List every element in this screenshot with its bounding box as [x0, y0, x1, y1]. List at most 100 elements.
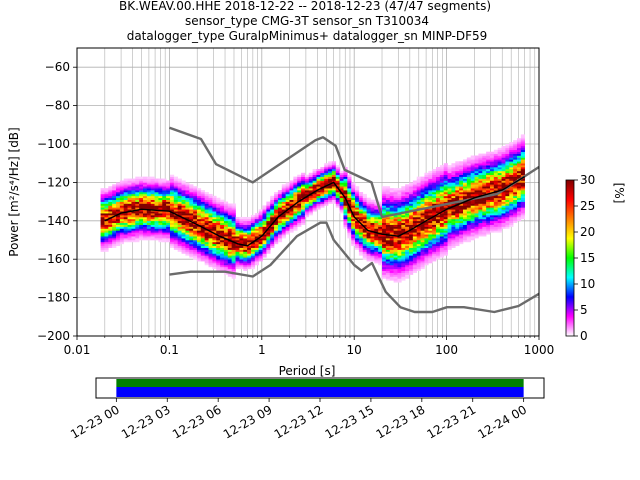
- heatmap-cell: [516, 159, 522, 162]
- heatmap-cell: [185, 186, 190, 189]
- heatmap-cell: [112, 192, 117, 195]
- heatmap-cell: [262, 228, 267, 231]
- heatmap-cell: [420, 263, 425, 266]
- heatmap-cell: [443, 215, 448, 218]
- heatmap-cell: [505, 190, 510, 193]
- heatmap-cell: [497, 203, 502, 206]
- heatmap-cell: [351, 188, 356, 191]
- heatmap-cell: [443, 245, 448, 248]
- heatmap-cell: [416, 176, 421, 179]
- heatmap-cell: [489, 190, 495, 193]
- heatmap-cell: [277, 218, 283, 222]
- heatmap-cell: [474, 205, 479, 208]
- heatmap-cell: [482, 163, 487, 166]
- heatmap-cell: [443, 251, 448, 254]
- heatmap-cell: [447, 184, 452, 187]
- heatmap-cell: [462, 201, 468, 204]
- heatmap-cell: [181, 207, 186, 210]
- heatmap-cell: [328, 193, 333, 197]
- heatmap-cell: [447, 226, 452, 229]
- heatmap-cell: [405, 264, 410, 268]
- heatmap-cell: [347, 213, 352, 216]
- heatmap-cell: [331, 168, 337, 172]
- heatmap-cell: [443, 193, 448, 197]
- heatmap-cell: [482, 190, 487, 193]
- heatmap-cell: [370, 232, 375, 235]
- heatmap-cell: [293, 192, 298, 195]
- heatmap-cell: [154, 190, 159, 193]
- heatmap-cell: [451, 199, 456, 202]
- heatmap-cell: [482, 226, 487, 229]
- heatmap-cell: [370, 222, 375, 225]
- heatmap-cell: [432, 216, 437, 220]
- heatmap-cell: [100, 203, 105, 206]
- heatmap-cell: [289, 184, 294, 187]
- heatmap-cell: [220, 243, 225, 247]
- heatmap-cell: [119, 186, 125, 189]
- heatmap-cell: [439, 186, 445, 189]
- heatmap-cell: [389, 272, 394, 275]
- heatmap-cell: [470, 174, 475, 177]
- heatmap-cell: [104, 224, 109, 227]
- heatmap-cell: [389, 251, 394, 254]
- heatmap-cell: [416, 228, 421, 231]
- heatmap-cell: [139, 224, 144, 227]
- heatmap-cell: [389, 253, 394, 256]
- heatmap-cell: [312, 203, 317, 206]
- heatmap-cell: [486, 216, 491, 220]
- heatmap-cell: [459, 182, 464, 185]
- heatmap-cell: [509, 224, 514, 227]
- heatmap-cell: [451, 215, 456, 218]
- heatmap-cell: [181, 201, 186, 204]
- heatmap-cell: [231, 249, 236, 252]
- heatmap-cell: [389, 243, 394, 247]
- heatmap-cell: [382, 247, 387, 250]
- heatmap-cell: [439, 176, 445, 179]
- heatmap-cell: [455, 234, 460, 237]
- heatmap-cell: [486, 182, 491, 185]
- heatmap-cell: [520, 140, 525, 143]
- heatmap-cell: [339, 170, 344, 174]
- heatmap-cell: [397, 230, 402, 233]
- heatmap-cell: [505, 153, 510, 156]
- heatmap-cell: [250, 232, 256, 235]
- heatmap-cell: [166, 197, 171, 200]
- heatmap-cell: [424, 255, 429, 258]
- heatmap-cell: [239, 241, 244, 245]
- heatmap-cell: [216, 216, 221, 220]
- heatmap-cell: [474, 172, 479, 176]
- heatmap-cell: [200, 220, 205, 224]
- heatmap-cell: [173, 247, 178, 250]
- heatmap-cell: [347, 216, 352, 220]
- heatmap-cell: [482, 186, 487, 189]
- heatmap-cell: [397, 207, 402, 210]
- heatmap-cell: [455, 228, 460, 231]
- heatmap-cell: [289, 182, 294, 185]
- heatmap-cell: [412, 213, 418, 216]
- heatmap-cell: [436, 174, 441, 177]
- heatmap-cell: [420, 243, 425, 247]
- heatmap-cell: [328, 170, 333, 174]
- heatmap-cell: [239, 245, 244, 248]
- heatmap-cell: [262, 251, 267, 254]
- heatmap-cell: [416, 205, 421, 208]
- heatmap-cell: [358, 232, 364, 235]
- heatmap-cell: [243, 249, 248, 252]
- heatmap-cell: [366, 236, 371, 239]
- heatmap-cell: [231, 207, 236, 210]
- heatmap-cell: [266, 213, 271, 216]
- heatmap-cell: [397, 261, 402, 264]
- heatmap-cell: [520, 161, 525, 164]
- heatmap-cell: [166, 190, 171, 193]
- heatmap-cell: [173, 238, 178, 241]
- heatmap-cell: [281, 197, 286, 200]
- heatmap-cell: [335, 201, 340, 204]
- heatmap-cell: [501, 184, 506, 187]
- heatmap-cell: [497, 180, 502, 183]
- heatmap-cell: [189, 216, 194, 220]
- heatmap-cell: [420, 249, 425, 252]
- heatmap-cell: [158, 195, 163, 199]
- heatmap-cell: [123, 224, 128, 227]
- heatmap-cell: [362, 213, 367, 216]
- heatmap-cell: [235, 247, 240, 250]
